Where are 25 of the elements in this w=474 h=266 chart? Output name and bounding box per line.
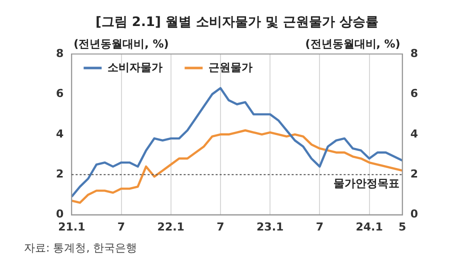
x-tick-label: 23.1 [256, 220, 284, 234]
legend-label: 근원물가 [208, 60, 253, 74]
y-tick-label: 4 [56, 127, 64, 140]
y-tick-label: 6 [56, 87, 64, 100]
y2-tick-label: 2 [410, 167, 418, 180]
x-tick-label: 22.1 [157, 220, 184, 234]
x-tick-label: 7 [316, 220, 324, 234]
x-tick-label: 5 [398, 220, 406, 234]
y2-axis-title: (전년동월대비, %) [305, 37, 400, 50]
y2-tick-label: 8 [410, 46, 418, 60]
x-tick-label: 21.1 [58, 220, 86, 234]
x-tick-label: 7 [117, 220, 126, 234]
y-tick-label: 8 [56, 46, 64, 60]
x-tick-label: 7 [216, 220, 224, 234]
y2-tick-label: 0 [410, 208, 418, 221]
y-tick-label: 2 [56, 167, 64, 180]
y2-tick-label: 6 [410, 87, 418, 100]
chart-title: [그림 2.1] 월별 소비자물가 및 근원물가 상승률 [95, 14, 379, 30]
y2-tick-label: 4 [410, 127, 418, 140]
text: 자료: 통계청, 한국은행 [24, 241, 138, 254]
x-tick-label: 24.1 [356, 220, 383, 234]
legend-label: 소비자물가 [108, 60, 163, 74]
y-axis-title: (전년동월대비, %) [74, 37, 169, 50]
y-tick-label: 0 [56, 208, 64, 221]
ref-line-label: 물가안정목표 [333, 176, 400, 190]
